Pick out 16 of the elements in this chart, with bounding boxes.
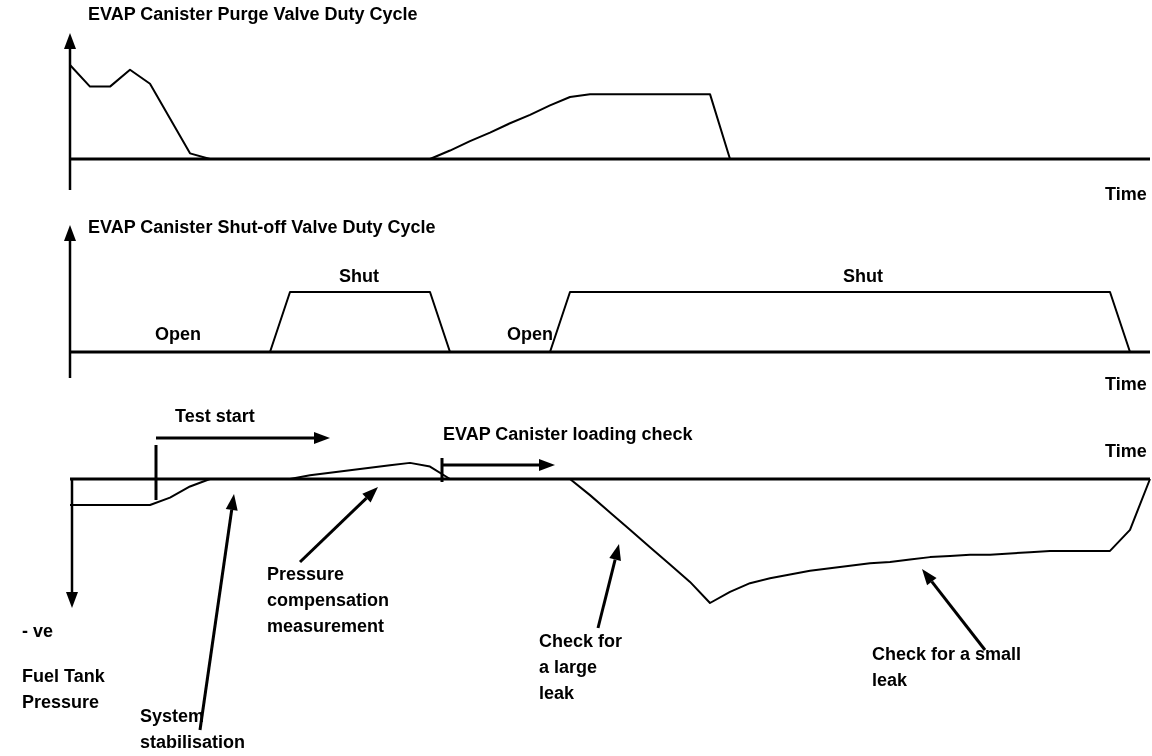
x-axis-title: Time [1105,184,1147,204]
text: - ve [22,621,54,641]
chart-title: EVAP Canister Purge Valve Duty Cycle [88,4,418,24]
text: Shut [843,266,883,286]
annotation: Pressure compensation measurement [267,564,390,636]
text: Shut [339,266,379,286]
chart-title: EVAP Canister Shut-off Valve Duty Cycle [88,217,436,237]
x-axis-title: Time [1105,441,1147,461]
x-axis-title: Time [1105,374,1147,394]
text: EVAP Canister loading check [443,424,694,444]
annotation: Open [154,324,202,344]
y-axis-title: Fuel Tank Pressure [22,666,106,712]
text: Check for a small leak [872,644,1022,690]
annotation: Open [506,324,554,344]
text: Check for a large leak [539,631,623,703]
text: Test start [175,406,255,426]
